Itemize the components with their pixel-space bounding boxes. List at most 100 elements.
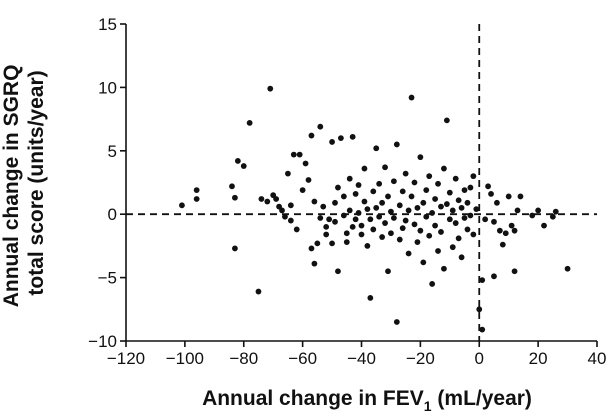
- data-point: [364, 206, 371, 213]
- data-point: [329, 240, 335, 247]
- data-point: [443, 117, 450, 124]
- data-point: [311, 260, 318, 267]
- data-point: [455, 235, 462, 242]
- data-point: [367, 294, 374, 301]
- data-point: [232, 194, 238, 201]
- data-point: [388, 208, 394, 215]
- data-point: [346, 207, 353, 214]
- y-axis-title-line2: total score (units/year): [25, 70, 48, 295]
- data-point: [311, 198, 318, 205]
- data-point: [405, 250, 412, 257]
- data-point: [399, 225, 406, 232]
- data-point: [438, 229, 444, 235]
- data-point: [337, 135, 344, 142]
- data-point: [396, 202, 403, 209]
- data-point: [308, 245, 315, 252]
- data-point: [432, 222, 438, 229]
- data-point: [349, 133, 356, 140]
- x-axis-title-subscript: 1: [424, 398, 432, 414]
- data-point: [340, 212, 347, 219]
- data-point: [273, 196, 280, 202]
- data-point: [499, 241, 506, 248]
- data-point: [464, 199, 471, 206]
- data-point: [361, 165, 368, 172]
- data-point: [494, 199, 500, 206]
- axes: [120, 23, 598, 347]
- data-point: [367, 216, 374, 223]
- data-point: [464, 226, 471, 233]
- data-point: [267, 85, 274, 92]
- y-tick-label: −5: [98, 269, 117, 288]
- data-point: [326, 216, 333, 223]
- data-points: [179, 85, 571, 333]
- data-point: [514, 207, 521, 214]
- data-point: [446, 216, 453, 223]
- x-tick-label: −60: [288, 349, 317, 368]
- data-point: [396, 236, 403, 243]
- data-point: [452, 220, 459, 226]
- data-point: [508, 222, 515, 229]
- data-point: [329, 139, 335, 145]
- data-point: [473, 206, 480, 213]
- data-point: [349, 223, 356, 230]
- data-point: [441, 165, 447, 172]
- data-point: [287, 202, 294, 209]
- data-point: [393, 319, 400, 325]
- data-point: [438, 203, 444, 210]
- data-point: [234, 158, 241, 164]
- data-point: [293, 226, 300, 233]
- data-point: [264, 198, 271, 205]
- data-point: [323, 231, 330, 238]
- data-point: [246, 120, 253, 126]
- data-point: [426, 173, 433, 180]
- data-point: [432, 196, 438, 202]
- x-tick-label: 20: [529, 349, 548, 368]
- data-point: [408, 94, 415, 101]
- data-point: [279, 207, 285, 214]
- data-point: [496, 227, 503, 234]
- data-point: [393, 141, 400, 148]
- data-point: [467, 184, 474, 191]
- data-point: [529, 212, 536, 219]
- data-point: [470, 231, 477, 238]
- data-point: [420, 199, 427, 206]
- data-point: [476, 306, 483, 313]
- data-point: [379, 199, 386, 206]
- data-point: [511, 268, 518, 275]
- data-point: [376, 180, 383, 187]
- data-point: [417, 154, 424, 161]
- data-point: [429, 210, 436, 216]
- data-point: [255, 288, 262, 295]
- data-point: [402, 170, 409, 177]
- data-point: [323, 223, 330, 230]
- data-point: [376, 213, 383, 220]
- x-tick-label: 0: [475, 349, 484, 368]
- data-point: [364, 243, 371, 249]
- data-point: [443, 201, 450, 207]
- data-point: [435, 248, 441, 254]
- y-axis-title-line1: Annual change in SGRQ: [0, 65, 23, 308]
- data-point: [446, 189, 453, 196]
- data-point: [379, 234, 386, 240]
- data-point: [361, 198, 368, 205]
- data-point: [420, 259, 427, 266]
- data-point: [388, 230, 394, 237]
- tick-labels: −120 −100 −80 −60 −40 −20 0 20 40 −10 −5 0 5 10 15: [88, 15, 606, 368]
- data-point: [332, 218, 338, 225]
- data-point: [317, 123, 324, 130]
- x-tick-label: −20: [406, 349, 435, 368]
- data-point: [502, 230, 509, 237]
- y-tick-label: −10: [88, 332, 117, 351]
- data-point: [314, 240, 321, 247]
- data-point: [491, 273, 497, 280]
- data-point: [346, 175, 353, 182]
- data-point: [332, 199, 338, 206]
- data-point: [479, 277, 486, 284]
- data-point: [308, 132, 315, 139]
- data-point: [470, 173, 477, 180]
- data-point: [564, 265, 571, 272]
- data-point: [229, 183, 235, 190]
- data-point: [352, 216, 359, 223]
- data-point: [373, 204, 380, 211]
